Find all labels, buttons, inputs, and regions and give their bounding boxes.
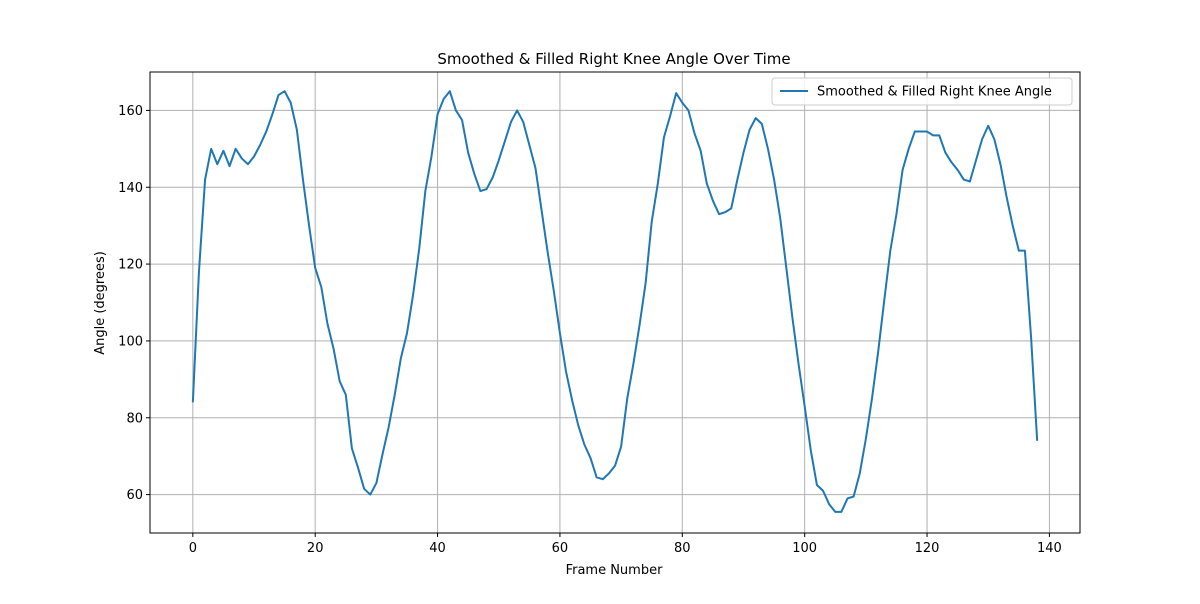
x-tick-label: 120 bbox=[915, 541, 940, 556]
grid-layer bbox=[150, 72, 1080, 533]
x-tick-label: 100 bbox=[792, 541, 817, 556]
y-axis-ticks: 60 80 100 120 140 160 bbox=[118, 104, 150, 503]
y-tick-label: 160 bbox=[118, 104, 143, 119]
y-tick-label: 80 bbox=[126, 411, 143, 426]
legend-label: Smoothed & Filled Right Knee Angle bbox=[817, 85, 1052, 100]
x-tick-label: 60 bbox=[552, 541, 569, 556]
axes-frame bbox=[149, 71, 1081, 534]
x-tick-label: 80 bbox=[674, 541, 691, 556]
legend: Smoothed & Filled Right Knee Angle bbox=[771, 77, 1073, 106]
x-tick-label: 20 bbox=[307, 541, 324, 556]
legend-box bbox=[771, 77, 1073, 106]
x-tick-label: 140 bbox=[1037, 541, 1062, 556]
x-axis-label: Frame Number bbox=[566, 563, 664, 578]
series-line bbox=[191, 90, 1039, 513]
x-tick-label: 40 bbox=[429, 541, 446, 556]
y-tick-label: 100 bbox=[118, 334, 143, 349]
y-tick-label: 120 bbox=[118, 258, 143, 273]
y-tick-label: 140 bbox=[118, 181, 143, 196]
y-tick-label: 60 bbox=[126, 488, 143, 503]
x-axis-ticks: 0 20 40 60 80 100 120 140 bbox=[189, 533, 1062, 556]
chart-title: Smoothed & Filled Right Knee Angle Over … bbox=[437, 50, 790, 68]
y-axis-label: Angle (degrees) bbox=[93, 251, 108, 355]
x-tick-label: 0 bbox=[189, 541, 197, 556]
series-layer bbox=[191, 90, 1039, 513]
